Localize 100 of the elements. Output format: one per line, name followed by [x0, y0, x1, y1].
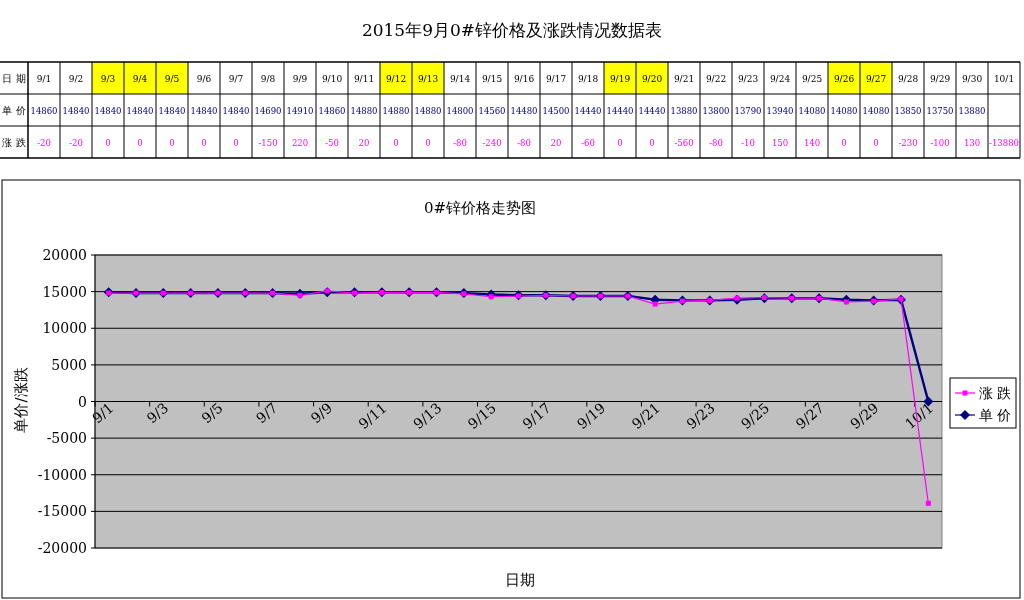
category-label: 9/3	[100, 74, 116, 84]
data-label: 0	[201, 138, 207, 148]
data-label: 0	[137, 138, 143, 148]
text: 涨 跌	[2, 137, 26, 148]
data-label: 14560	[478, 106, 506, 116]
category-label: 9/16	[513, 74, 535, 84]
data-label: -50	[325, 138, 339, 148]
y-tick-label: 20000	[42, 247, 87, 263]
data-label: 14840	[62, 106, 90, 116]
category-label: 9/8	[260, 74, 276, 84]
category-label: 9/10	[321, 74, 343, 84]
data-label: 14690	[254, 106, 282, 116]
data-label: 14440	[638, 106, 666, 116]
category-label: 9/24	[769, 74, 791, 84]
category-label: 9/15	[481, 74, 503, 84]
y-tick-label: 0	[78, 393, 87, 410]
data-label: 14840	[222, 106, 250, 116]
data-label: -80	[517, 138, 531, 148]
data-label: 14880	[382, 106, 410, 116]
data-label: 14840	[158, 106, 186, 116]
data-label: -80	[453, 138, 467, 148]
data-label: 0	[617, 138, 623, 148]
data-label: 14840	[94, 106, 122, 116]
data-label: 14480	[510, 106, 538, 116]
data-label: -230	[898, 138, 918, 148]
data-label: -100	[930, 138, 950, 148]
data-label: 13880	[670, 106, 698, 116]
data-label: 14800	[446, 106, 474, 116]
category-label: 9/26	[833, 74, 855, 84]
legend-label: 单 价	[979, 407, 1012, 423]
category-label: 9/28	[897, 74, 919, 84]
data-label: 150	[771, 138, 789, 148]
category-label: 9/30	[961, 74, 983, 84]
y-tick-label: 15000	[42, 283, 87, 300]
x-tick-label: 9/1	[89, 399, 117, 427]
category-label: 9/21	[673, 74, 695, 84]
category-label: 9/17	[545, 74, 567, 84]
chart-title: 0#锌价格走势图	[423, 199, 537, 217]
x-tick-label: 9/5	[198, 399, 226, 427]
data-label: 14080	[830, 106, 858, 116]
data-label: 14080	[862, 106, 890, 116]
y-axis-title: 单价/涨跌	[12, 367, 30, 433]
legend-label: 涨 跌	[979, 385, 1012, 401]
data-label: 13800	[702, 106, 730, 116]
category-label: 9/19	[609, 74, 631, 84]
y-tick-label: -15000	[37, 503, 87, 520]
data-label: 0	[873, 138, 879, 148]
data-label: -20	[69, 138, 83, 148]
data-label: -13880	[989, 138, 1019, 148]
data-label: -560	[674, 138, 694, 148]
y-tick-label: -5000	[46, 430, 87, 447]
category-label: 10/1	[993, 74, 1015, 84]
data-label: 13790	[734, 106, 762, 116]
data-label: 14500	[542, 106, 570, 116]
data-label: 0	[105, 138, 111, 148]
text: 日 期	[2, 73, 26, 84]
category-label: 9/14	[449, 74, 471, 84]
data-label: -150	[258, 138, 278, 148]
category-label: 9/25	[801, 74, 823, 84]
data-label: 20	[358, 138, 370, 148]
data-label: -60	[581, 138, 595, 148]
category-label: 9/7	[228, 74, 244, 84]
text: 单 价	[2, 105, 26, 116]
data-label: 0	[393, 138, 399, 148]
category-label: 9/23	[737, 74, 759, 84]
data-label: 14080	[798, 106, 826, 116]
category-label: 9/22	[705, 74, 727, 84]
data-label: -80	[709, 138, 723, 148]
data-label: 13750	[926, 106, 954, 116]
x-axis-title: 日期	[505, 571, 535, 589]
data-label: 0	[169, 138, 175, 148]
data-label: 14860	[318, 106, 346, 116]
x-tick-label: 9/3	[143, 399, 172, 427]
category-label: 9/2	[68, 74, 84, 84]
category-label: 9/11	[353, 74, 375, 84]
data-label: -10	[741, 138, 755, 148]
category-label: 9/12	[385, 74, 407, 84]
data-label: -20	[37, 138, 51, 148]
data-label: 0	[425, 138, 431, 148]
category-label: 9/9	[292, 74, 308, 84]
category-label: 9/29	[929, 74, 951, 84]
data-label: 13940	[766, 106, 794, 116]
category-label: 9/27	[865, 74, 887, 84]
category-label: 9/6	[196, 74, 212, 84]
data-label: 14880	[414, 106, 442, 116]
category-label: 9/13	[417, 74, 439, 84]
text: 2015年9月0#锌价格及涨跌情况数据表	[361, 20, 663, 40]
data-label: 140	[803, 138, 821, 148]
data-label: 13880	[958, 106, 986, 116]
data-label: 220	[291, 138, 309, 148]
category-label: 9/18	[577, 74, 599, 84]
category-label: 9/1	[36, 74, 52, 84]
y-tick-label: 10000	[42, 320, 87, 337]
x-tick-label: 9/9	[307, 399, 336, 427]
y-tick-label: -20000	[37, 540, 87, 556]
category-label: 9/5	[164, 74, 180, 84]
data-label: 14840	[126, 106, 154, 116]
y-tick-label: 5000	[51, 356, 87, 373]
data-label: 130	[963, 138, 981, 148]
category-label: 9/4	[132, 74, 148, 84]
